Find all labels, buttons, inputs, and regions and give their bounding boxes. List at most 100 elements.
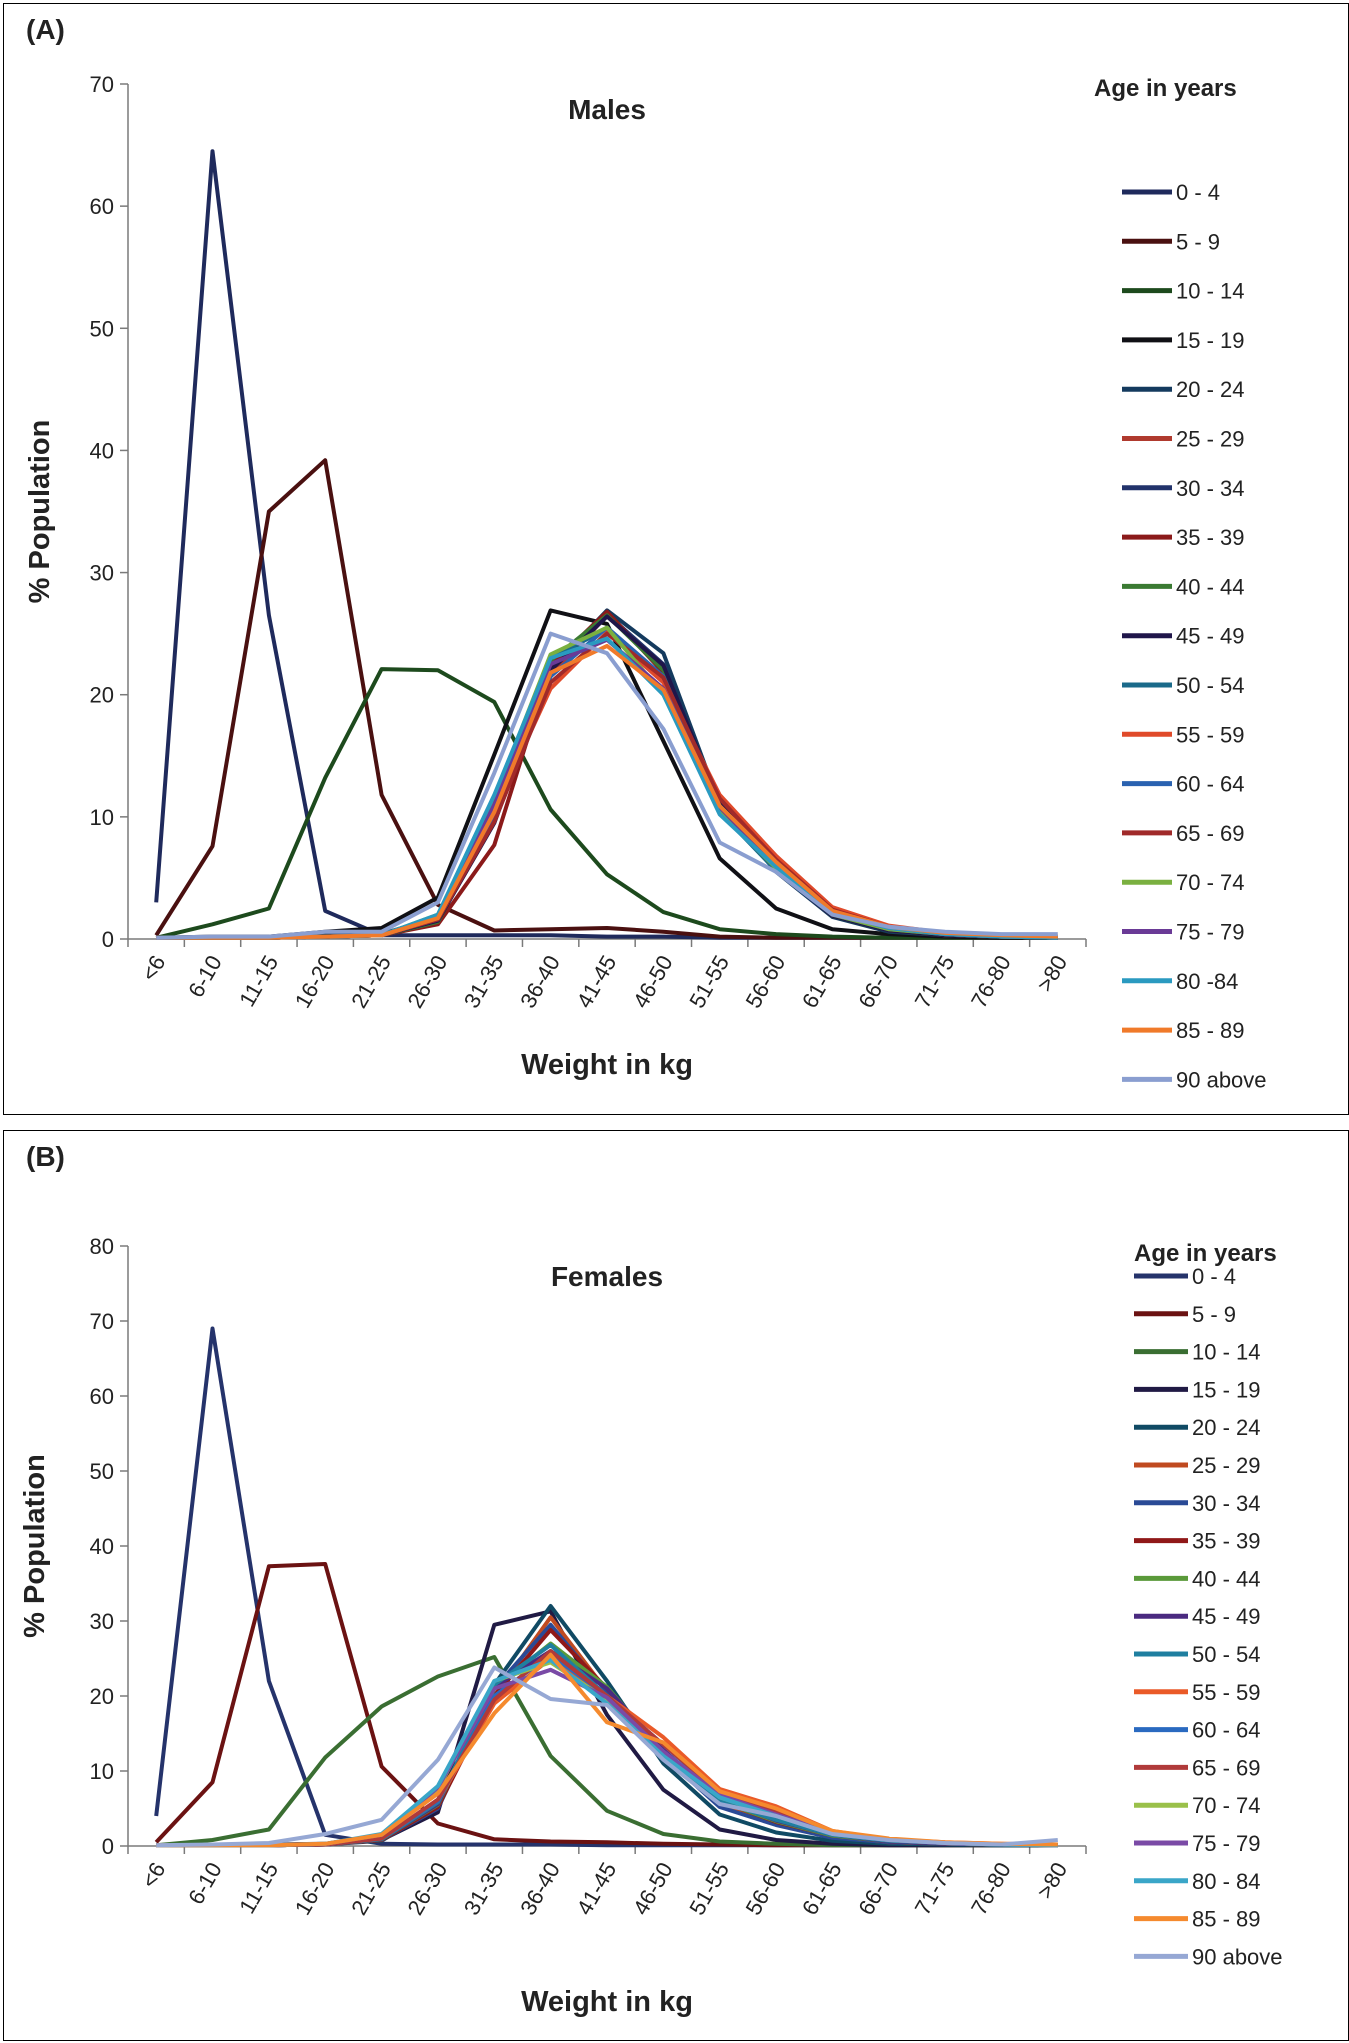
males-x-tick-label: 41-45 [572,951,622,1012]
females-x-tick-label: <6 [136,1858,170,1892]
males-series-line-45-49 [156,614,1058,940]
females-series-line-90above [156,1665,1058,1848]
males-legend-label: 0 - 4 [1176,180,1220,205]
females-series-line-75-79 [156,1667,1058,1848]
males-y-tick-label: 0 [102,927,114,952]
females-y-tick-label: 30 [90,1609,114,1634]
males-legend-label: 10 - 14 [1176,279,1245,304]
males-legend-label: 60 - 64 [1176,772,1245,797]
males-x-tick-label: 16-20 [290,951,340,1012]
males-series-line-40-44 [156,613,1058,940]
females-x-tick-label: 76-80 [966,1858,1016,1919]
males-x-tick-label: 46-50 [628,951,678,1012]
males-series-line-30-34 [156,612,1058,940]
males-series-line-10-14 [155,667,1058,940]
females-y-tick-label: 40 [90,1534,114,1559]
females-x-tick-label: 61-65 [797,1858,847,1919]
females-legend-label: 10 - 14 [1192,1340,1261,1365]
males-series-line-5-9 [154,458,1058,940]
females-legend-label: 90 above [1192,1944,1283,1969]
males-x-tick-label: 61-65 [797,951,847,1012]
males-y-tick-label: 40 [90,438,114,463]
males-y-tick-label: 50 [90,316,114,341]
males-x-tick-label: 76-80 [966,951,1016,1012]
females-y-tick-label: 10 [90,1759,114,1784]
males-x-tick-label: <6 [136,951,170,985]
females-x-tick-label: 36-40 [515,1858,565,1919]
males-x-tick-label: 66-70 [853,951,903,1012]
females-y-tick-label: 80 [90,1234,114,1259]
males-y-tick-label: 10 [90,805,114,830]
females-x-tick-label: 31-35 [459,1858,509,1919]
females-x-axis-label: Weight in kg [521,1986,693,2018]
females-x-tick-label: 26-30 [402,1858,452,1919]
females-legend-label: 60 - 64 [1192,1718,1261,1743]
males-x-tick-label: 36-40 [515,951,565,1012]
females-legend-label: 65 - 69 [1192,1755,1261,1780]
males-series-line-90above [156,631,1058,940]
females-legend-label: 35 - 39 [1192,1529,1261,1554]
males-legend-label: 30 - 34 [1176,476,1245,501]
males-legend-label: 5 - 9 [1176,229,1220,254]
females-x-tick-label: 71-75 [910,1858,960,1919]
males-y-tick-label: 60 [90,194,114,219]
females-x-tick-label: 6-10 [183,1858,227,1909]
females-legend-label: 45 - 49 [1192,1604,1261,1629]
females-x-tick-label: 21-25 [346,1858,396,1919]
males-x-tick-label: 21-25 [346,951,396,1012]
females-x-tick-label: 46-50 [628,1858,678,1919]
males-y-tick-label: 30 [90,561,114,586]
females-legend-label: 50 - 54 [1192,1642,1261,1667]
panel-label: (B) [26,1141,65,1172]
males-series-line-15-19 [156,608,1058,940]
females-x-tick-label: 56-60 [741,1858,791,1919]
males-x-tick-label: 31-35 [459,951,509,1012]
males-legend-label: 80 -84 [1176,969,1238,994]
females-y-tick-label: 70 [90,1309,114,1334]
males-series-line-60-64 [156,625,1058,940]
males-y-axis-label: % Population [24,420,56,604]
females-legend-label: 75 - 79 [1192,1831,1261,1856]
females-y-tick-label: 60 [90,1384,114,1409]
males-series-line-35-39 [156,609,1058,940]
males-legend-label: 45 - 49 [1176,624,1245,649]
males-legend-label: 70 - 74 [1176,870,1245,895]
males-series-line-25-29 [156,613,1058,940]
females-chart: (B) 0 10 20 30 40 50 60 70 80 <6 6-10 11-15 16-20 21-2… [19,1141,1283,2018]
females-x-tick-label: 11-15 [234,1858,283,1918]
males-x-axis-label: Weight in kg [521,1049,693,1081]
females-x-tick-label: 66-70 [853,1858,903,1919]
females-series-line-0-4 [154,1326,1058,1848]
males-series-line-0-4 [154,149,1058,940]
males-legend-label: 65 - 69 [1176,821,1245,846]
females-chart-title: Females [551,1261,663,1292]
males-legend-label: 20 - 24 [1176,377,1245,402]
females-legend-label: 80 - 84 [1192,1869,1261,1894]
males-x-tick-label: 6-10 [183,951,227,1002]
males-series-line-75-79 [156,637,1058,940]
females-y-axis-label: % Population [19,1454,51,1638]
males-x-tick-label: 71-75 [910,951,960,1012]
females-y-tick-label: 50 [90,1459,114,1484]
males-legend-label: 85 - 89 [1176,1018,1245,1043]
males-series-line-80-84 [156,636,1058,940]
females-y-tick-label: 0 [102,1834,114,1859]
females-legend-label: 55 - 59 [1192,1680,1261,1705]
males-legend-label: 90 above [1176,1067,1267,1092]
males-legend-label: 15 - 19 [1176,328,1245,353]
females-legend-title: Age in years [1134,1240,1277,1267]
females-legend-label: 20 - 24 [1192,1415,1261,1440]
males-legend-label: 35 - 39 [1176,525,1245,550]
females-legend-label: 15 - 19 [1192,1377,1261,1402]
males-x-tick-label: 26-30 [402,951,452,1012]
males-x-tick-label: 51-55 [684,951,734,1012]
females-legend-label: 40 - 44 [1192,1566,1261,1591]
panel-b: (B) 0 10 20 30 40 50 60 70 80 <6 6-10 11-15 16-20 21-2… [3,1130,1349,2041]
males-x-tick-label: >80 [1032,951,1072,996]
males-legend-label: 25 - 29 [1176,427,1245,452]
panel-label: (A) [26,14,65,45]
females-x-tick-label: >80 [1032,1858,1072,1903]
males-y-tick-label: 20 [90,683,114,708]
males-legend-label: 50 - 54 [1176,673,1245,698]
